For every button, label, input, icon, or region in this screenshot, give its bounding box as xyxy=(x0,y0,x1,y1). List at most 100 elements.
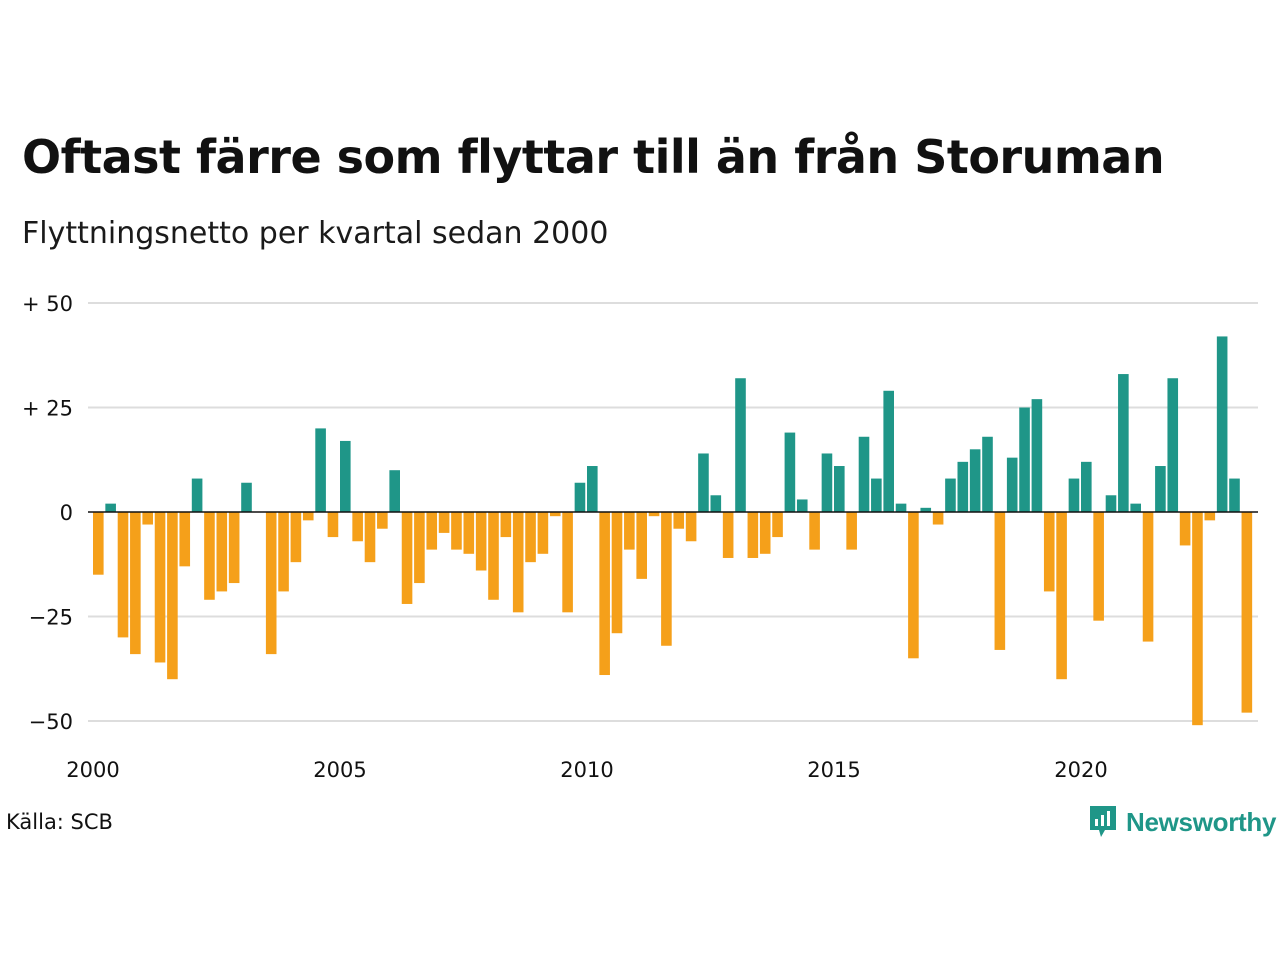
bar xyxy=(327,512,339,538)
chart-title: Oftast färre som flyttar till än från St… xyxy=(22,130,1165,184)
bar xyxy=(401,512,413,604)
bar xyxy=(426,512,438,550)
bar xyxy=(93,512,104,575)
bar xyxy=(624,512,635,550)
bar xyxy=(834,466,845,512)
bar xyxy=(204,512,215,600)
bar xyxy=(1081,461,1092,512)
bar xyxy=(154,512,166,663)
bar xyxy=(241,482,252,512)
bar xyxy=(340,440,351,512)
bar xyxy=(883,390,894,512)
bar xyxy=(1167,378,1179,512)
bar xyxy=(265,512,277,655)
bar xyxy=(587,466,598,512)
bar xyxy=(673,512,685,529)
bar xyxy=(1204,512,1216,521)
bar xyxy=(574,482,586,512)
x-axis: 2000 2005 2010 2015 2020 xyxy=(66,758,1107,782)
bar xyxy=(1142,512,1154,642)
brand-logo: Newsworthy xyxy=(1088,804,1276,840)
bar xyxy=(1241,512,1253,713)
y-tick-label: + 50 xyxy=(22,292,73,316)
bar xyxy=(871,478,882,512)
bar xyxy=(920,507,932,512)
bar xyxy=(1031,399,1043,512)
bar xyxy=(648,512,660,517)
bar-chart: + 50 + 25 0 −25 −50 2000 2005 2010 2015 2020 xyxy=(22,292,1258,782)
bar xyxy=(685,512,697,542)
bar xyxy=(1093,512,1104,621)
bar xyxy=(1006,457,1018,512)
y-tick-label: −25 xyxy=(29,606,73,630)
bar xyxy=(463,512,475,554)
y-tick-label: −50 xyxy=(29,710,73,734)
bar xyxy=(858,436,870,512)
bar xyxy=(500,512,512,538)
bar xyxy=(611,512,623,634)
bar xyxy=(759,512,771,554)
bar xyxy=(451,512,462,550)
bar xyxy=(796,499,808,512)
source-note: Källa: SCB xyxy=(6,810,113,834)
bar xyxy=(1192,512,1203,726)
x-tick-label: 2020 xyxy=(1054,758,1107,782)
bar xyxy=(747,512,759,558)
bar xyxy=(537,512,549,554)
bar xyxy=(1155,466,1166,512)
bar xyxy=(1105,495,1117,512)
bar xyxy=(1216,336,1228,512)
bar xyxy=(735,378,746,512)
chart-subtitle: Flyttningsnetto per kvartal sedan 2000 xyxy=(22,216,609,251)
bar xyxy=(895,503,907,512)
bar xyxy=(945,478,956,512)
bar xyxy=(549,512,561,517)
bar xyxy=(278,512,289,592)
bar xyxy=(438,512,450,533)
y-tick-label: + 25 xyxy=(22,397,73,421)
x-tick-label: 2010 xyxy=(560,758,613,782)
bar xyxy=(809,512,820,550)
y-tick-label: 0 xyxy=(60,501,73,525)
bar xyxy=(1019,407,1030,512)
bar xyxy=(932,512,944,525)
x-tick-label: 2005 xyxy=(313,758,366,782)
bar xyxy=(698,453,709,512)
bar xyxy=(599,512,610,676)
bar xyxy=(821,453,833,512)
bar xyxy=(216,512,228,592)
bar xyxy=(167,512,178,680)
bar xyxy=(908,512,919,659)
bar xyxy=(142,512,153,525)
bar xyxy=(377,512,388,529)
bar xyxy=(179,512,191,567)
bar xyxy=(1056,512,1067,680)
y-axis: + 50 + 25 0 −25 −50 xyxy=(22,292,73,734)
bars xyxy=(88,336,1258,726)
bar xyxy=(772,512,783,538)
bar xyxy=(364,512,376,563)
bar xyxy=(117,512,129,638)
newsworthy-chart-bubble-icon xyxy=(1090,806,1116,837)
bar xyxy=(290,512,302,563)
bar xyxy=(846,512,857,550)
bar xyxy=(302,512,314,521)
x-tick-label: 2000 xyxy=(66,758,119,782)
bar xyxy=(982,436,993,512)
bar xyxy=(414,512,425,584)
bar xyxy=(994,512,1006,650)
bar xyxy=(969,449,981,512)
bar xyxy=(636,512,647,579)
bar xyxy=(315,428,326,512)
bar xyxy=(1118,374,1129,512)
x-tick-label: 2015 xyxy=(807,758,860,782)
bar xyxy=(191,478,203,512)
bar xyxy=(1043,512,1055,592)
bar xyxy=(784,432,796,512)
bar xyxy=(710,495,722,512)
bar xyxy=(352,512,363,542)
bar xyxy=(475,512,487,571)
bar xyxy=(389,470,400,512)
bar xyxy=(1130,503,1141,512)
bar xyxy=(488,512,499,600)
